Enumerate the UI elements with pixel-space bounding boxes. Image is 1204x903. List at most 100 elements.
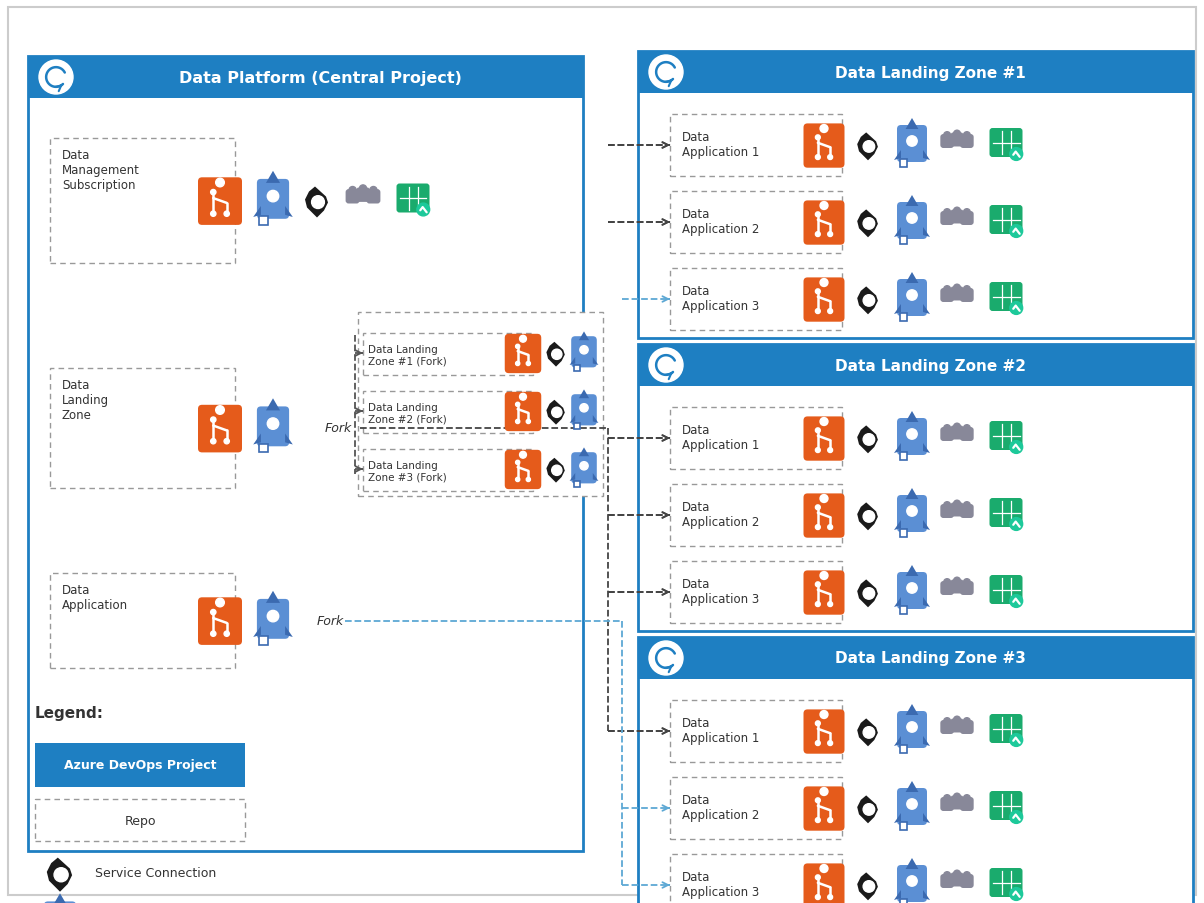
FancyBboxPatch shape xyxy=(960,427,974,442)
Circle shape xyxy=(907,799,917,809)
Circle shape xyxy=(963,133,970,139)
Circle shape xyxy=(815,506,820,510)
Polygon shape xyxy=(857,580,878,608)
Circle shape xyxy=(1010,303,1022,315)
Polygon shape xyxy=(895,151,901,161)
Circle shape xyxy=(944,133,950,139)
Circle shape xyxy=(815,310,820,314)
Polygon shape xyxy=(47,858,72,892)
Polygon shape xyxy=(895,520,901,530)
Circle shape xyxy=(863,511,874,523)
Circle shape xyxy=(526,362,531,366)
Polygon shape xyxy=(305,187,327,219)
Circle shape xyxy=(907,722,917,732)
FancyBboxPatch shape xyxy=(897,496,927,533)
Circle shape xyxy=(907,214,917,224)
Polygon shape xyxy=(569,473,576,481)
Polygon shape xyxy=(266,399,281,411)
Circle shape xyxy=(417,204,430,217)
Circle shape xyxy=(211,631,216,637)
FancyBboxPatch shape xyxy=(990,868,1022,897)
FancyBboxPatch shape xyxy=(960,874,974,888)
Polygon shape xyxy=(592,415,598,424)
Circle shape xyxy=(907,291,917,301)
Polygon shape xyxy=(285,627,293,638)
Circle shape xyxy=(815,875,820,880)
FancyBboxPatch shape xyxy=(28,57,583,99)
Text: Repo: Repo xyxy=(124,815,155,827)
FancyBboxPatch shape xyxy=(950,796,963,810)
FancyBboxPatch shape xyxy=(940,505,954,518)
FancyBboxPatch shape xyxy=(940,212,954,226)
Circle shape xyxy=(944,425,950,432)
Polygon shape xyxy=(857,134,878,161)
Circle shape xyxy=(827,740,833,746)
FancyBboxPatch shape xyxy=(960,582,974,595)
Polygon shape xyxy=(923,151,929,161)
Circle shape xyxy=(944,209,950,217)
FancyBboxPatch shape xyxy=(940,427,954,442)
Text: Legend:: Legend: xyxy=(35,706,104,721)
Circle shape xyxy=(944,286,950,293)
Circle shape xyxy=(1010,148,1022,162)
FancyBboxPatch shape xyxy=(950,580,963,594)
Polygon shape xyxy=(579,390,589,399)
FancyBboxPatch shape xyxy=(197,405,242,453)
Polygon shape xyxy=(857,503,878,531)
FancyBboxPatch shape xyxy=(950,426,963,440)
Circle shape xyxy=(820,418,828,426)
Circle shape xyxy=(526,420,531,424)
Text: Data
Application 1: Data Application 1 xyxy=(681,424,760,452)
FancyBboxPatch shape xyxy=(950,872,963,887)
Circle shape xyxy=(520,394,526,401)
FancyBboxPatch shape xyxy=(51,368,235,489)
FancyBboxPatch shape xyxy=(638,345,1193,631)
FancyBboxPatch shape xyxy=(362,450,533,491)
Polygon shape xyxy=(895,736,901,746)
Circle shape xyxy=(1010,888,1022,900)
FancyBboxPatch shape xyxy=(638,52,1193,339)
FancyBboxPatch shape xyxy=(669,191,842,254)
Polygon shape xyxy=(569,415,576,424)
Polygon shape xyxy=(857,287,878,315)
Circle shape xyxy=(863,727,874,739)
FancyBboxPatch shape xyxy=(259,444,267,452)
Circle shape xyxy=(963,425,970,432)
Circle shape xyxy=(907,583,917,593)
Polygon shape xyxy=(905,273,919,284)
FancyBboxPatch shape xyxy=(960,289,974,303)
Polygon shape xyxy=(923,890,929,900)
Circle shape xyxy=(1010,518,1022,531)
FancyBboxPatch shape xyxy=(899,823,907,830)
FancyBboxPatch shape xyxy=(803,710,844,754)
Text: Data
Landing
Zone: Data Landing Zone xyxy=(61,378,110,422)
Text: Data Landing Zone #1: Data Landing Zone #1 xyxy=(836,65,1026,80)
Polygon shape xyxy=(905,858,919,869)
Circle shape xyxy=(820,126,828,134)
Circle shape xyxy=(954,500,961,507)
Circle shape xyxy=(1010,811,1022,824)
Text: Data
Application 2: Data Application 2 xyxy=(681,208,760,236)
FancyBboxPatch shape xyxy=(362,392,533,433)
Circle shape xyxy=(820,711,828,719)
Circle shape xyxy=(863,880,874,892)
FancyBboxPatch shape xyxy=(669,269,842,330)
Polygon shape xyxy=(253,627,261,638)
FancyBboxPatch shape xyxy=(51,573,235,668)
FancyBboxPatch shape xyxy=(897,573,927,610)
Circle shape xyxy=(827,818,833,823)
Circle shape xyxy=(515,362,520,366)
FancyBboxPatch shape xyxy=(899,899,907,903)
FancyBboxPatch shape xyxy=(990,714,1022,743)
Circle shape xyxy=(515,420,520,424)
Text: Data Landing
Zone #1 (Fork): Data Landing Zone #1 (Fork) xyxy=(368,345,447,367)
FancyBboxPatch shape xyxy=(950,719,963,732)
Text: Data Landing
Zone #2 (Fork): Data Landing Zone #2 (Fork) xyxy=(368,403,447,424)
Circle shape xyxy=(827,448,833,453)
FancyBboxPatch shape xyxy=(504,334,542,374)
Text: Data
Application 1: Data Application 1 xyxy=(681,716,760,744)
Circle shape xyxy=(827,895,833,899)
FancyBboxPatch shape xyxy=(504,393,542,432)
Circle shape xyxy=(815,582,820,587)
Circle shape xyxy=(39,61,73,95)
